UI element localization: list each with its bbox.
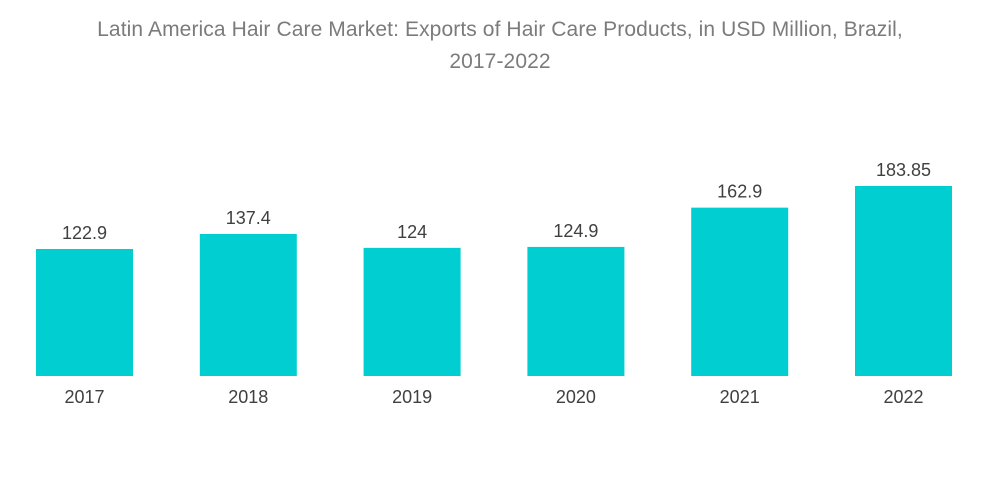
x-tick-label-2022: 2022 [883, 387, 923, 407]
bar-2022 [855, 186, 952, 376]
value-label-2018: 137.4 [226, 208, 271, 228]
bar-2018 [199, 234, 297, 376]
bar-2020 [527, 246, 625, 376]
chart-title: Latin America Hair Care Market: Exports … [0, 14, 1000, 78]
x-tick-label-2021: 2021 [720, 387, 760, 407]
chart-title-line-2: 2017-2022 [449, 50, 551, 73]
x-tick-label-2018: 2018 [228, 387, 268, 407]
bar-2019 [363, 247, 461, 376]
chart-title-line-1: Latin America Hair Care Market: Exports … [97, 18, 903, 41]
value-label-2022: 183.85 [876, 160, 931, 180]
x-tick-label-2017: 2017 [64, 387, 104, 407]
value-label-2019: 124 [397, 222, 427, 242]
x-tick-label-2019: 2019 [392, 387, 432, 407]
value-label-2017: 122.9 [62, 223, 107, 243]
bar-2017 [36, 248, 133, 376]
value-label-2020: 124.9 [553, 221, 598, 241]
value-label-2021: 162.9 [717, 182, 762, 202]
x-tick-label-2020: 2020 [556, 387, 596, 407]
bar-2021 [691, 207, 789, 376]
